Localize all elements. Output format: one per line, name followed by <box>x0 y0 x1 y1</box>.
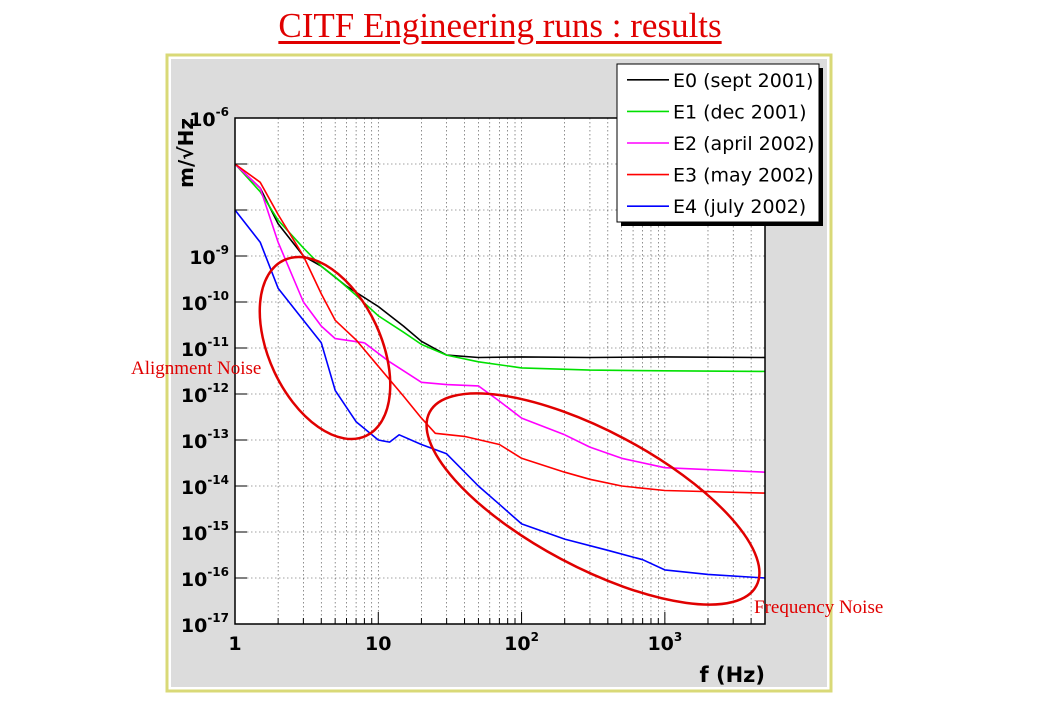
alignment-noise-label: Alignment Noise <box>131 358 262 379</box>
legend-entry: E2 (april 2002) <box>673 133 814 155</box>
x-tick-label: 1 <box>228 633 241 655</box>
legend-entry: E0 (sept 2001) <box>673 70 813 92</box>
legend-entry: E3 (may 2002) <box>673 165 814 187</box>
slide-title: CITF Engineering runs : results <box>278 6 722 45</box>
legend-entry: E1 (dec 2001) <box>673 101 807 123</box>
series-line-0 <box>234 163 766 359</box>
frequency-noise-label: Frequency Noise <box>754 597 884 618</box>
series-line-4 <box>234 209 766 579</box>
alignment-noise-ellipse <box>258 255 392 441</box>
series-line-2 <box>234 163 766 473</box>
y-axis-label: m/√Hz <box>174 118 198 188</box>
y-tick-label: 10-14 <box>181 473 229 499</box>
x-tick-label: 10 <box>365 633 391 655</box>
frequency-noise-ellipse <box>425 392 761 606</box>
x-axis-label: f (Hz) <box>700 663 765 687</box>
y-tick-label: 10-15 <box>181 519 229 545</box>
legend-entry: E4 (july 2002) <box>673 196 806 218</box>
y-tick-label: 10-12 <box>181 381 229 407</box>
plot-frame <box>234 117 766 625</box>
y-tick-label: 10-9 <box>189 243 229 269</box>
x-tick-label: 103 <box>647 630 682 655</box>
